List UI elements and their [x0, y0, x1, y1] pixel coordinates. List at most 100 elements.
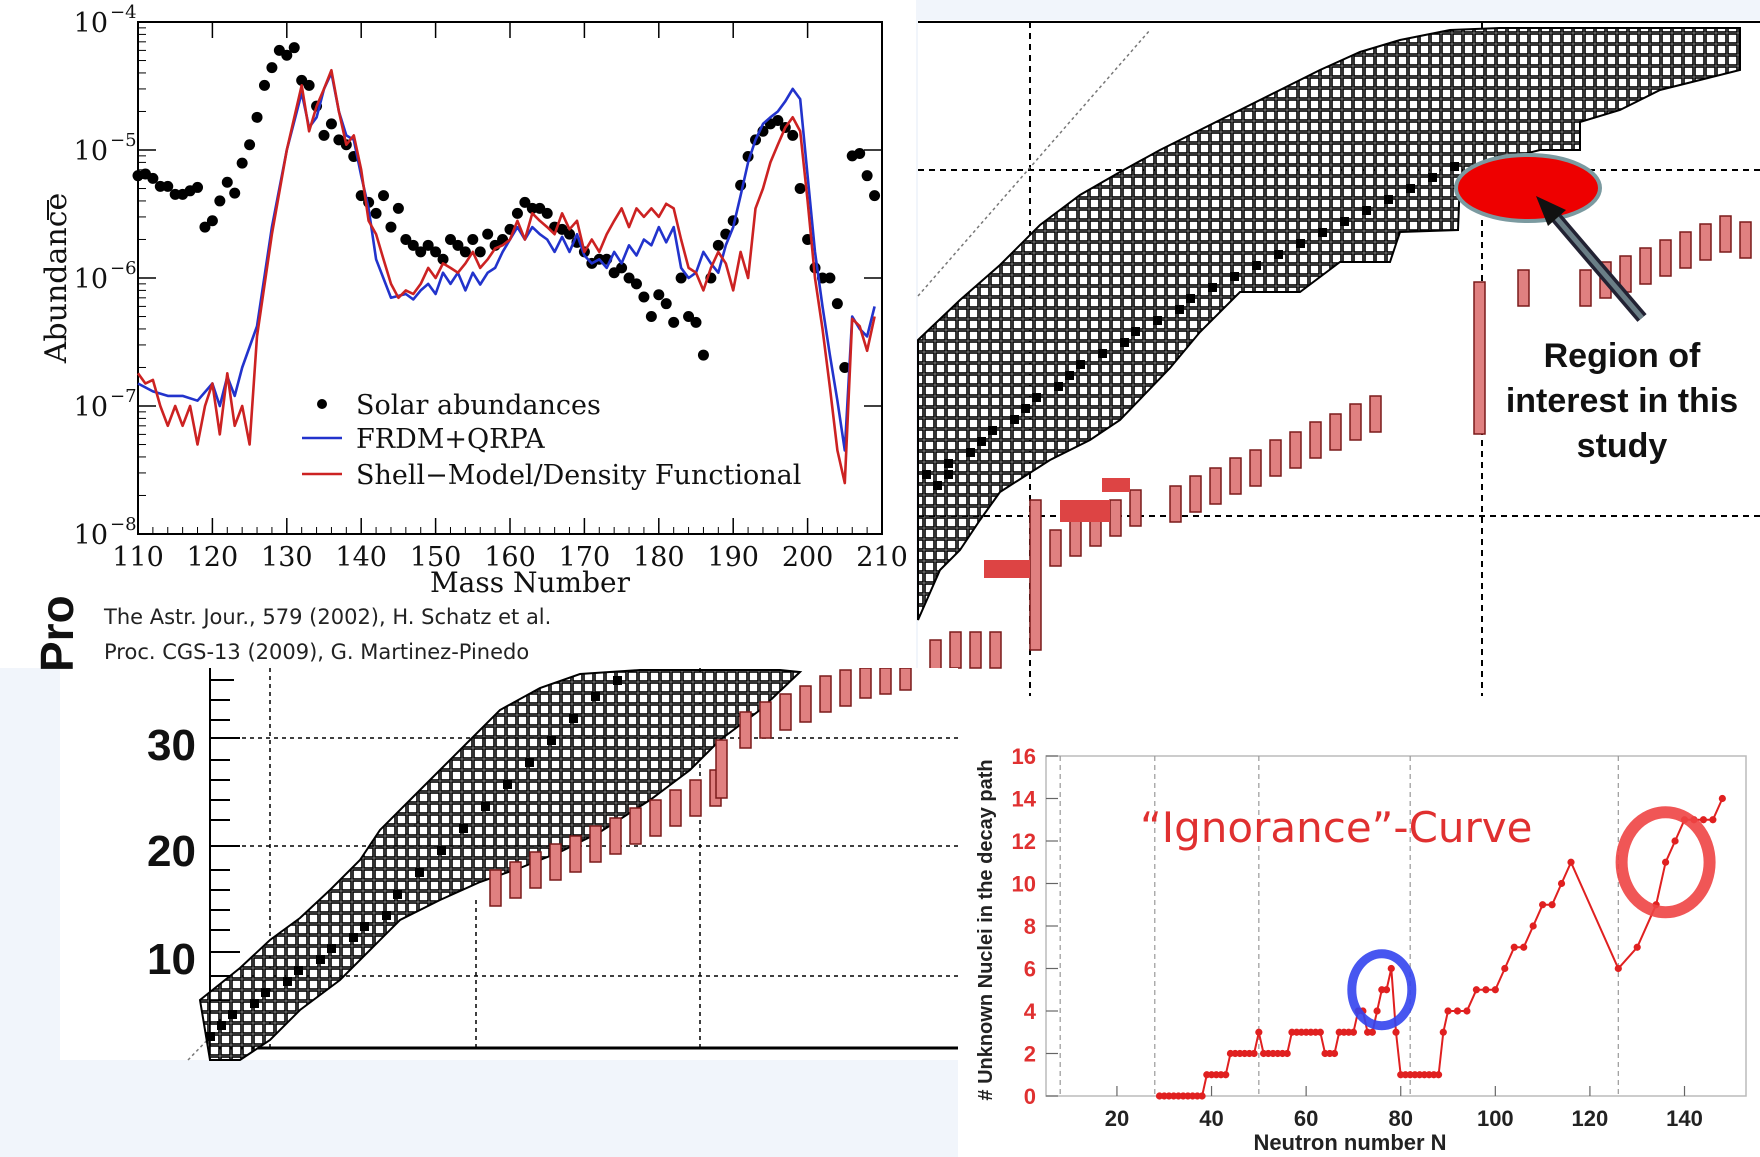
- solar-abundance-point: [541, 207, 553, 219]
- solar-abundance-point: [430, 246, 442, 258]
- solar-abundance-point: [392, 202, 404, 214]
- solar-abundance-point: [221, 176, 233, 188]
- ignorance-curve-point: [1548, 901, 1556, 909]
- stability-valley-lower: [206, 676, 622, 1041]
- annotation-line-3: study: [1576, 427, 1668, 465]
- ignorance-title: “Ignorance”-Curve: [1140, 803, 1533, 852]
- solar-abundance-point: [564, 228, 576, 240]
- solar-abundance-point: [474, 246, 486, 258]
- x-tick-label: 80: [1388, 1106, 1412, 1131]
- solar-abundance-point: [616, 262, 628, 274]
- ignorance-y-label: # Unknown Nuclei in the decay path: [975, 759, 997, 1100]
- solar-abundance-point: [869, 190, 881, 202]
- x-tick-label: 110: [112, 542, 164, 573]
- solar-abundance-point: [244, 139, 256, 151]
- ignorance-curve-point: [1539, 901, 1547, 909]
- annotation-line-2: interest in this: [1505, 382, 1739, 420]
- solar-abundance-point: [385, 221, 397, 233]
- known-nuclei-region-upper: [917, 27, 1741, 621]
- y-tick-label: 0: [1024, 1084, 1036, 1109]
- solar-abundance-point: [839, 361, 851, 373]
- solar-abundance-point: [623, 272, 635, 284]
- y-tick-label: 10: [74, 392, 108, 423]
- solar-abundance-point: [645, 311, 657, 323]
- nuclide-chart-upper: [917, 20, 1760, 696]
- ignorance-curve-point: [1520, 943, 1528, 951]
- y-tick-label: 10: [74, 264, 108, 295]
- x-tick-label: 190: [707, 542, 759, 573]
- highlight-circle-blue: [1347, 949, 1417, 1031]
- ignorance-curve-point: [1463, 1007, 1471, 1015]
- y-tick-label: 4: [1024, 999, 1037, 1024]
- solar-abundance-point: [660, 298, 672, 310]
- ignorance-curve-point: [1718, 794, 1726, 803]
- solar-abundance-point: [630, 278, 642, 290]
- ignorance-chart: 0 2 4 6 8 10 12 14 16 20 40 60 80 100 120 140 “Ignoranc…: [958, 696, 1760, 1157]
- solar-abundance-point: [251, 111, 263, 123]
- solar-abundance-point: [281, 49, 293, 61]
- ignorance-curve-point: [1198, 1092, 1206, 1100]
- ignorance-curve-point: [1444, 1007, 1452, 1015]
- y-tick-exponent: −8: [110, 514, 137, 535]
- r-process-cells-upper: [929, 215, 1752, 677]
- solar-abundance-point: [318, 129, 330, 141]
- ignorance-curve-point: [1392, 1028, 1400, 1036]
- x-tick-label: 20: [1105, 1106, 1129, 1131]
- x-tick-label: 140: [1666, 1106, 1703, 1131]
- solar-abundance-point: [675, 272, 687, 284]
- ignorance-grid: [1059, 756, 1619, 1096]
- abundance-x-label: Mass Number: [430, 566, 631, 599]
- ignorance-curve-point: [1472, 986, 1481, 994]
- y-tick-label: 10: [74, 520, 108, 551]
- y-tick-label: 14: [1012, 787, 1037, 812]
- legend-label-solar: Solar abundances: [356, 390, 601, 421]
- solar-abundance-point: [683, 311, 695, 323]
- solar-abundance-point: [482, 228, 494, 240]
- ignorance-curve-point: [1283, 1049, 1291, 1058]
- x-tick-label: 160: [484, 542, 536, 573]
- y-tick-label: 10: [74, 8, 108, 39]
- y-tick-label: 10: [1012, 872, 1036, 897]
- solar-abundance-point: [206, 215, 218, 227]
- solar-abundance-point: [288, 42, 300, 54]
- solar-abundance-point: [422, 239, 434, 251]
- ignorance-curve-point: [1349, 1028, 1358, 1036]
- solar-abundance-point: [653, 289, 665, 301]
- solar-abundance-point: [861, 170, 873, 182]
- solar-abundance-point: [162, 180, 174, 192]
- ignorance-curve-point: [1491, 986, 1499, 994]
- solar-abundance-point: [668, 316, 680, 328]
- ignorance-axis-ticks: 0 2 4 6 8 10 12 14 16 20 40 60 80 100 120 140: [1012, 744, 1703, 1131]
- y-tick-exponent: −6: [110, 258, 137, 279]
- nuclide-chart-lower: 30 20 10: [60, 667, 960, 1061]
- ignorance-curve-point: [1482, 986, 1490, 994]
- ignorance-curve-point: [1671, 837, 1679, 845]
- abundance-legend: Solar abundances FRDM+QRPA Shell−Model/D…: [302, 390, 801, 491]
- solar-abundance-point: [854, 147, 866, 159]
- ignorance-curve-point: [1439, 1028, 1447, 1036]
- ignorance-curve-point: [1510, 943, 1518, 951]
- solar-abundance-point: [511, 207, 523, 219]
- x-tick-label: 180: [633, 542, 685, 573]
- y-tick-exponent: −5: [110, 130, 137, 151]
- solar-abundance-point: [147, 172, 159, 184]
- x-tick-label: 120: [1572, 1106, 1609, 1131]
- ignorance-curve-point: [1250, 1049, 1258, 1058]
- y-tick-label: 8: [1024, 914, 1036, 939]
- solar-abundance-point: [325, 118, 337, 130]
- ignorance-curve-point: [1316, 1028, 1324, 1036]
- frdm-qrpa-line: [137, 71, 876, 452]
- x-tick-label: 100: [1477, 1106, 1514, 1131]
- solar-abundance-point: [303, 79, 315, 91]
- solar-abundance-point: [437, 253, 449, 265]
- x-tick-label: 60: [1294, 1106, 1318, 1131]
- solar-abundance-point: [519, 196, 531, 208]
- stability-valley-upper: [922, 162, 1459, 490]
- ignorance-curve-point: [1614, 964, 1622, 973]
- y-tick-exponent: −7: [110, 386, 137, 407]
- region-of-interest-annotation: Region of interest in this study: [1492, 334, 1752, 469]
- x-tick-label: 150: [410, 542, 462, 573]
- y-tick-exponent: −4: [110, 2, 137, 23]
- abundance-series: [132, 42, 881, 485]
